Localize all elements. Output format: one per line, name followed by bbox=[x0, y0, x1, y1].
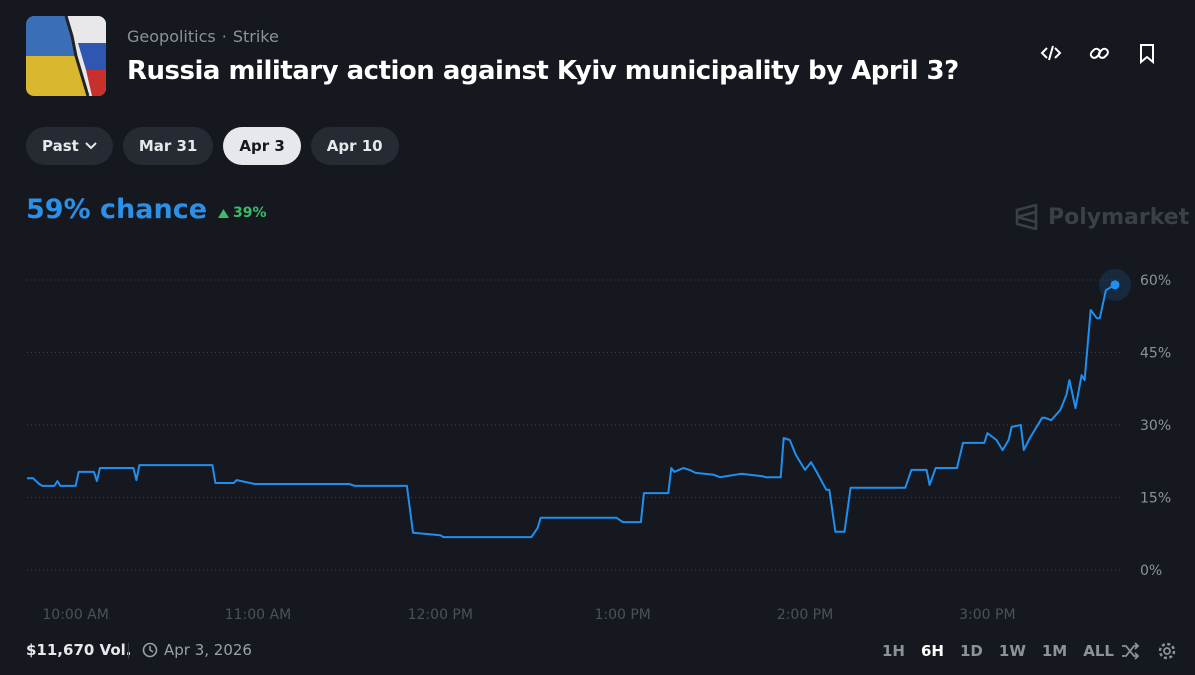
watermark-text: Polymarket bbox=[1048, 204, 1190, 230]
date-tab[interactable]: Past bbox=[26, 127, 113, 165]
settings-icon[interactable] bbox=[1157, 641, 1177, 661]
toolbar bbox=[1040, 42, 1158, 64]
shuffle-icon[interactable] bbox=[1120, 641, 1140, 661]
range-button[interactable]: 1D bbox=[960, 642, 983, 660]
range-button[interactable]: 1M bbox=[1041, 642, 1068, 660]
bookmark-icon[interactable] bbox=[1136, 42, 1158, 64]
date-tab[interactable]: Mar 31 bbox=[122, 127, 214, 165]
end-date-text: Apr 3, 2026 bbox=[164, 641, 252, 659]
range-button[interactable]: 1H bbox=[882, 642, 905, 660]
end-point bbox=[1110, 280, 1120, 290]
date-tab[interactable]: Apr 10 bbox=[310, 127, 399, 165]
end-date: Apr 3, 2026 bbox=[142, 641, 252, 659]
date-tabs: Past Mar 31 Apr 3 Apr 10 bbox=[26, 127, 399, 165]
breadcrumbs: Geopolitics · Strike bbox=[127, 27, 279, 46]
clock-icon bbox=[142, 642, 158, 658]
chevron bbox=[85, 142, 97, 150]
x-tick-label: 12:00 PM bbox=[408, 607, 473, 623]
y-tick-label: 0% bbox=[1140, 563, 1162, 579]
date-tab-label: Past bbox=[42, 137, 79, 155]
y-tick-label: 60% bbox=[1140, 273, 1171, 289]
x-tick-label: 11:00 AM bbox=[225, 607, 291, 623]
separator bbox=[128, 643, 129, 659]
embed-icon[interactable] bbox=[1040, 42, 1062, 64]
chance: 59% chance bbox=[26, 194, 208, 225]
y-tick-label: 30% bbox=[1140, 418, 1171, 434]
x-tick-label: 3:00 PM bbox=[959, 607, 1015, 623]
watermark: Polymarket bbox=[1014, 204, 1189, 230]
tag[interactable]: Strike bbox=[232, 27, 279, 46]
range-button[interactable]: 1W bbox=[998, 642, 1026, 660]
logo bbox=[1015, 204, 1038, 230]
x-tick-label: 1:00 PM bbox=[594, 607, 650, 623]
link-icon[interactable] bbox=[1088, 42, 1110, 64]
price-line bbox=[27, 283, 1116, 539]
market-image bbox=[26, 16, 106, 96]
date-tab-label: Apr 10 bbox=[326, 137, 383, 155]
change: 39% bbox=[218, 205, 267, 221]
volume: $11,670 Vol. bbox=[26, 641, 132, 659]
category[interactable]: Geopolitics bbox=[127, 27, 216, 46]
change-value: 39% bbox=[233, 205, 267, 221]
y-tick-label: 45% bbox=[1140, 346, 1171, 362]
x-tick-label: 2:00 PM bbox=[777, 607, 833, 623]
date-tab[interactable]: Apr 3 bbox=[223, 127, 301, 165]
x-tick-label: 10:00 AM bbox=[42, 607, 108, 623]
date-tab-label: Mar 31 bbox=[138, 137, 198, 155]
date-tab-label: Apr 3 bbox=[239, 137, 285, 155]
y-tick-label: 15% bbox=[1140, 491, 1171, 507]
range-button[interactable]: 6H bbox=[921, 642, 944, 660]
up-arrow bbox=[218, 208, 229, 218]
range-buttons: 1H 6H 1D 1W 1M ALL bbox=[876, 640, 1120, 662]
range-button[interactable]: ALL bbox=[1083, 642, 1114, 660]
market-title: Russia military action against Kyiv muni… bbox=[127, 56, 959, 86]
